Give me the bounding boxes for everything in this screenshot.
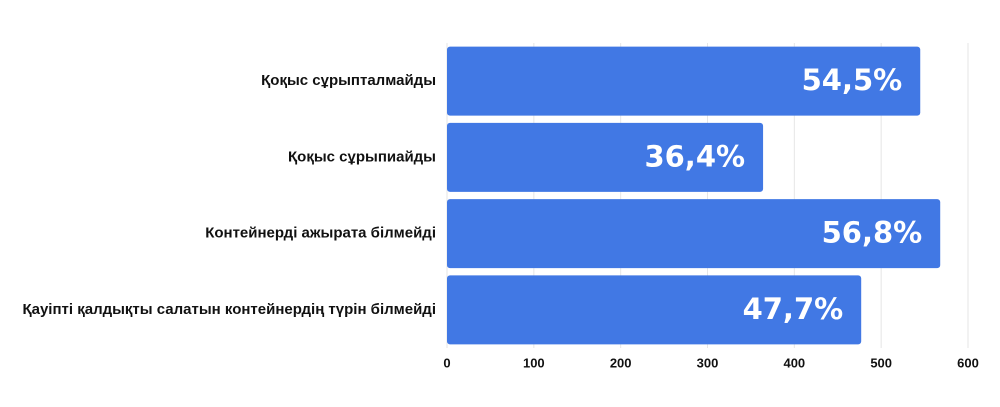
data-labels: 54,5% 36,4% 56,8% 47,7% <box>644 63 922 326</box>
data-label: 36,4% <box>644 139 745 173</box>
category-label: Контейнерді ажырата білмейді <box>205 225 436 242</box>
x-tick-label: 300 <box>697 355 719 370</box>
bars <box>447 46 941 345</box>
data-label: 47,7% <box>743 292 844 326</box>
x-tick-label: 400 <box>783 355 805 370</box>
data-label: 56,8% <box>822 216 923 250</box>
x-axis-ticks: 0 100 200 300 400 500 600 <box>443 355 978 370</box>
x-tick-label: 0 <box>443 355 450 370</box>
category-labels: Қоқыс сұрыпталмайды Қоқыс сұрыпиайды Конте… <box>22 72 436 318</box>
x-tick-label: 600 <box>957 355 979 370</box>
bar <box>447 199 941 269</box>
bar <box>447 275 862 345</box>
bar <box>447 122 764 192</box>
category-label: Қоқыс сұрыпталмайды <box>261 72 436 89</box>
x-tick-label: 100 <box>523 355 545 370</box>
x-tick-label: 500 <box>870 355 892 370</box>
bar <box>447 46 921 116</box>
data-label: 54,5% <box>802 63 903 97</box>
category-label: Қоқыс сұрыпиайды <box>288 148 436 165</box>
category-label: Қауіпті қалдықты салатын контейнердің тү… <box>22 301 436 318</box>
x-tick-label: 200 <box>610 355 632 370</box>
